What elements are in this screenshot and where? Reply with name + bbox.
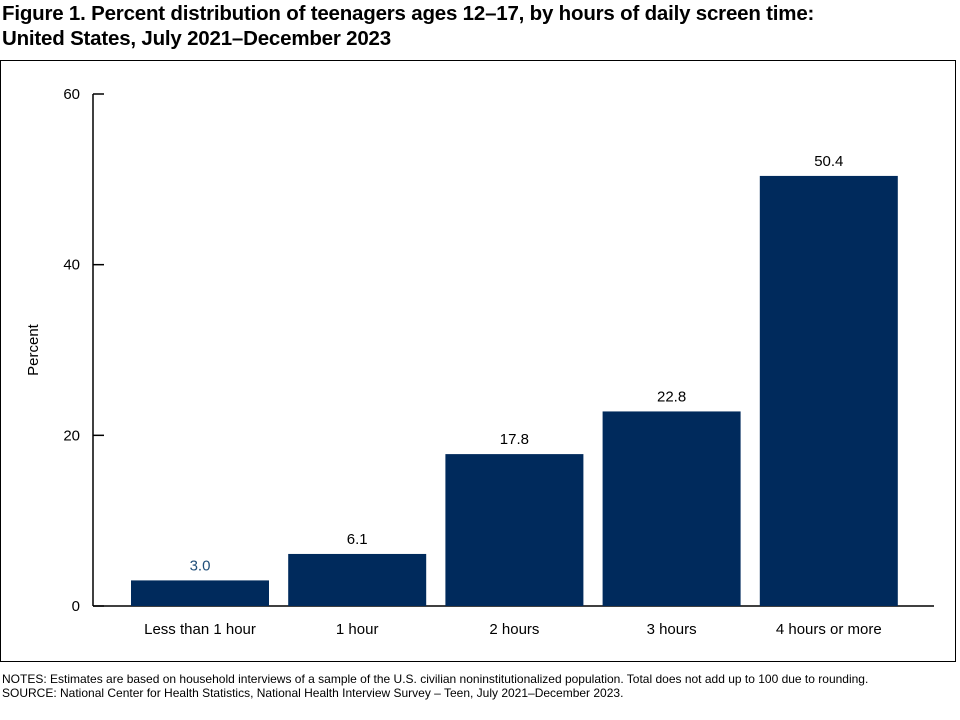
- x-tick-label: 1 hour: [336, 621, 379, 638]
- bar-value-label: 6.1: [347, 531, 368, 548]
- figure-title-line-1: Figure 1. Percent distribution of teenag…: [2, 2, 815, 25]
- bar-value-label: 17.8: [500, 431, 529, 448]
- x-tick-label: 4 hours or more: [776, 621, 882, 638]
- figure-notes: NOTES: Estimates are based on household …: [2, 672, 952, 700]
- y-tick-label: 60: [63, 86, 80, 103]
- x-tick-label: 3 hours: [647, 621, 697, 638]
- bar-value-label: 22.8: [657, 388, 686, 405]
- x-tick-label: 2 hours: [489, 621, 539, 638]
- bar: [131, 580, 269, 606]
- y-tick-label: 20: [63, 427, 80, 444]
- y-axis-title: Percent: [25, 323, 42, 376]
- y-tick-label: 0: [72, 598, 80, 615]
- figure-title-line-2: United States, July 2021–December 2023: [2, 27, 391, 50]
- bar-chart: 0 20 40 60 Percent 3.0 Less than 1 hour 6.1 1 h…: [25, 86, 934, 638]
- x-tick-label: Less than 1 hour: [144, 621, 256, 638]
- source-text: SOURCE: National Center for Health Stati…: [2, 686, 624, 700]
- notes-text: NOTES: Estimates are based on household …: [2, 672, 869, 686]
- bar-value-label: 3.0: [190, 557, 211, 574]
- chart-labels: 3.0 Less than 1 hour 6.1 1 hour 17.8 2 hours 2…: [144, 153, 882, 638]
- bar-value-label: 50.4: [814, 153, 843, 170]
- bar: [288, 553, 427, 606]
- y-tick-label: 40: [63, 257, 80, 274]
- chart-bars: [131, 175, 898, 607]
- figure-title: Figure 1. Percent distribution of teenag…: [2, 1, 952, 51]
- chart-frame: [0, 60, 956, 662]
- bar: [445, 454, 584, 606]
- bar: [759, 175, 898, 607]
- bar: [602, 411, 741, 606]
